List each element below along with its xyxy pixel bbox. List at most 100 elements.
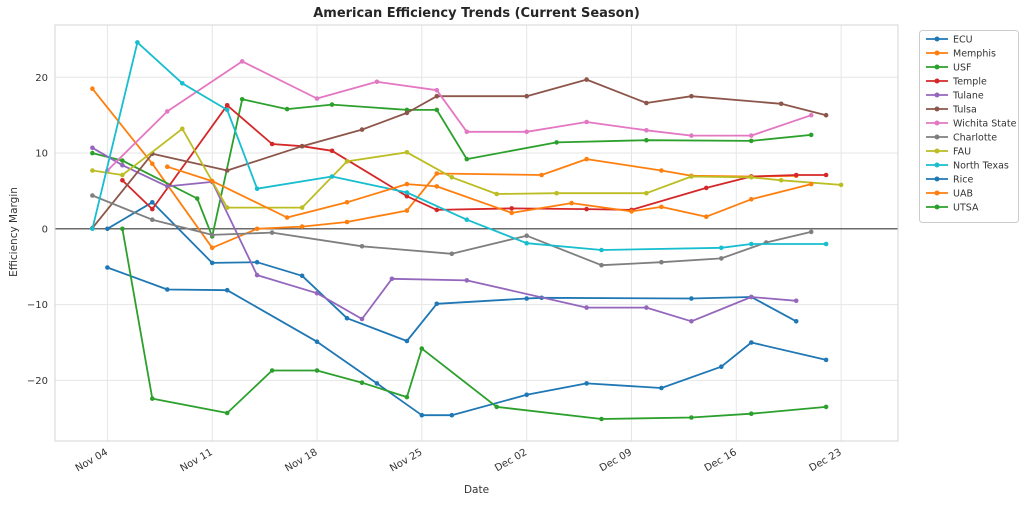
data-point-marker [689, 319, 694, 324]
data-point-marker [524, 296, 529, 301]
legend-entry-usf: USF [926, 63, 971, 74]
data-point-marker [150, 161, 155, 166]
legend-marker-sample [934, 176, 940, 182]
data-point-marker [778, 178, 784, 183]
data-point-marker [524, 392, 529, 398]
data-point-marker [269, 368, 275, 373]
data-point-marker [584, 381, 589, 386]
x-tick-label: Nov 18 [283, 447, 319, 474]
series-line [91, 78, 827, 230]
data-point-marker [808, 112, 814, 118]
data-point-marker [359, 380, 365, 386]
data-point-marker [404, 193, 410, 199]
data-point-marker [150, 396, 155, 401]
data-point-marker [629, 209, 634, 214]
legend-marker-sample [934, 148, 940, 154]
legend-marker-sample [934, 78, 940, 84]
data-point-marker [209, 245, 215, 251]
data-point-marker [719, 256, 724, 261]
data-point-marker [509, 210, 514, 216]
series-rice [105, 265, 829, 418]
legend-label: Tulane [952, 91, 984, 102]
data-point-marker [569, 200, 574, 206]
data-point-marker [793, 172, 799, 178]
data-point-marker [823, 241, 829, 247]
data-point-marker [749, 294, 754, 300]
data-point-marker [224, 103, 230, 108]
data-point-marker [689, 133, 694, 138]
y-tick-label: −20 [27, 376, 48, 387]
series-memphis [90, 86, 799, 251]
data-point-marker [404, 110, 410, 116]
data-point-marker [704, 185, 709, 191]
data-point-marker [359, 127, 365, 132]
legend-entry-fau: FAU [926, 147, 971, 158]
data-point-marker [180, 126, 185, 132]
data-point-marker [314, 290, 320, 296]
legend-label: North Texas [953, 161, 1009, 172]
data-point-marker [494, 191, 500, 197]
data-point-marker [584, 119, 589, 125]
data-point-marker [150, 206, 155, 212]
data-point-marker [90, 86, 95, 91]
data-point-marker [105, 265, 110, 270]
data-point-marker [105, 226, 110, 232]
data-point-marker [584, 156, 589, 162]
chart-title: American Efficiency Trends (Current Seas… [313, 6, 640, 21]
data-point-marker [689, 174, 694, 179]
data-point-marker [464, 129, 470, 135]
data-point-marker [224, 287, 230, 293]
data-point-marker [434, 107, 440, 113]
legend-marker-sample [934, 64, 940, 70]
data-point-marker [808, 229, 814, 235]
data-point-marker [254, 226, 260, 232]
data-point-marker [374, 381, 380, 386]
legend-entry-tulsa: Tulsa [926, 105, 977, 116]
data-point-marker [284, 215, 290, 220]
data-point-marker [434, 207, 440, 213]
data-point-marker [209, 178, 215, 184]
legend-entry-utsa: UTSA [926, 203, 979, 214]
data-point-marker [749, 411, 754, 417]
data-point-marker [524, 129, 529, 135]
data-point-marker [434, 87, 440, 93]
legend-label: Rice [953, 175, 973, 186]
x-tick-label: Dec 02 [493, 447, 529, 474]
data-point-marker [449, 251, 455, 257]
series-tulsa [90, 77, 829, 231]
data-point-marker [90, 226, 95, 232]
plot-border [54, 24, 899, 442]
y-tick-labels: −20 −10 0 10 20 [27, 73, 48, 387]
data-point-marker [749, 133, 754, 138]
x-tick-label: Dec 23 [808, 447, 844, 474]
data-point-marker [539, 172, 544, 178]
data-point-marker [120, 162, 125, 168]
data-point-marker [224, 410, 230, 416]
legend-box [919, 30, 1019, 223]
data-point-marker [239, 97, 245, 102]
data-point-marker [314, 96, 320, 101]
data-point-marker [344, 159, 350, 164]
series-fau [90, 126, 844, 210]
x-axis-label: Date [463, 484, 490, 496]
data-point-marker [120, 226, 125, 232]
data-point-marker [90, 168, 95, 173]
data-point-marker [404, 181, 410, 187]
legend-entry-charlotte: Charlotte [926, 133, 997, 144]
data-point-marker [404, 394, 410, 400]
data-point-marker [659, 168, 664, 173]
series-tulane [90, 145, 799, 324]
data-point-marker [644, 100, 649, 106]
data-point-marker [404, 338, 410, 344]
data-point-marker [434, 93, 440, 99]
legend-marker-sample [934, 106, 940, 112]
series-north-texas [90, 40, 829, 253]
data-point-marker [749, 241, 754, 247]
data-point-marker [584, 305, 589, 310]
data-point-marker [284, 106, 290, 112]
data-point-marker [778, 101, 784, 107]
data-point-marker [599, 247, 604, 253]
series-wichita-state [105, 59, 814, 173]
legend-marker-sample [934, 162, 940, 168]
